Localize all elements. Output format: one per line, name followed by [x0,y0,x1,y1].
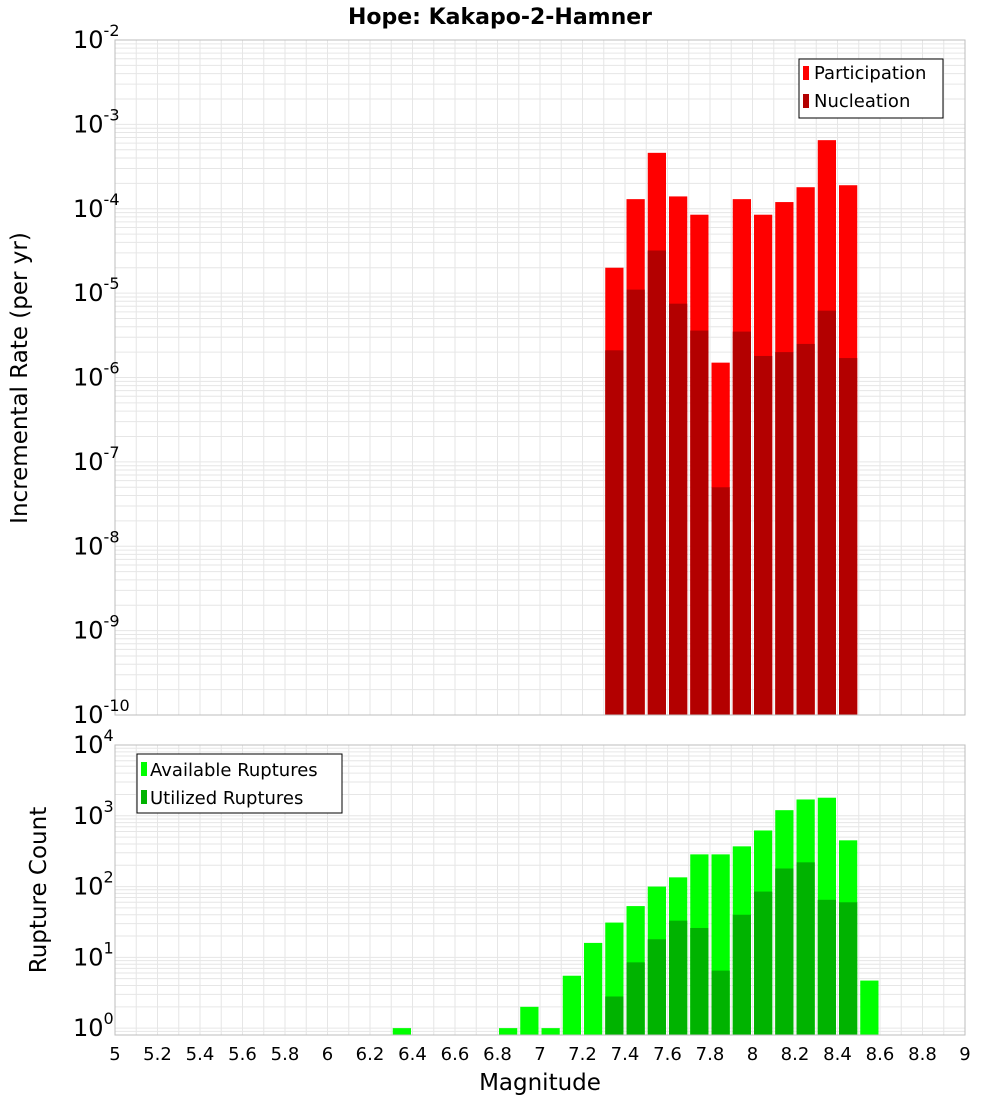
top-bars [605,140,858,716]
bottom-bar-available-ruptures [541,1028,560,1035]
top-bar-nucleation [690,330,709,715]
legend-label-participation: Participation [814,63,926,84]
top-y-tick-label: 10-4 [73,190,120,223]
x-tick-label: 7 [534,1044,545,1065]
x-tick-labels: 5 5.2 5.4 5.6 5.8 6 6.2 6.4 6.6 6.8 7 7.2 7.4 7.6 7.8 8… [109,1044,970,1065]
bottom-y-tick-label: 101 [73,938,114,971]
top-bar-nucleation [732,331,751,715]
x-tick-label: 5 [109,1044,120,1065]
x-tick-label: 9 [959,1044,970,1065]
bottom-legend: Available Ruptures Utilized Ruptures [136,753,343,814]
top-y-tick-label: 10-8 [73,527,120,560]
bottom-bar-utilized-ruptures [732,914,751,1035]
top-legend-box [798,58,944,119]
legend-label-available: Available Ruptures [150,760,318,781]
x-axis-label: Magnitude [479,1070,601,1096]
top-bar-nucleation [626,289,645,715]
chart-title: Hope: Kakapo-2-Hamner [348,5,652,30]
bottom-bar-utilized-ruptures [711,970,730,1035]
top-y-tick-label: 10-3 [73,105,120,138]
legend-swatch-utilized [141,790,147,804]
x-tick-label: 6.4 [398,1044,427,1065]
top-y-tick-label: 10-6 [73,359,120,392]
top-bar-nucleation [775,352,794,715]
bottom-bar-utilized-ruptures [605,996,624,1035]
top-y-tick-label: 10-2 [73,21,120,54]
top-y-axis-label: Incremental Rate (per yr) [7,232,33,524]
bottom-bar-available-ruptures [520,1006,539,1035]
bottom-y-tick-labels: 100 101 102 103 104 [73,726,114,1042]
x-tick-label: 6.2 [356,1044,385,1065]
bottom-bar-available-ruptures [584,942,603,1035]
bottom-bar-available-ruptures [860,980,879,1035]
top-y-tick-labels: 10-10 10-9 10-8 10-7 10-6 10-5 10-4 10-3 10-2 [73,21,130,729]
bottom-bar-available-ruptures [562,975,581,1035]
top-bar-nucleation [711,487,730,715]
top-y-tick-label: 10-9 [73,612,120,645]
x-tick-label: 7.8 [696,1044,725,1065]
x-tick-label: 6.8 [483,1044,512,1065]
bottom-y-tick-label: 104 [73,726,114,759]
bottom-y-tick-label: 102 [73,868,114,901]
legend-swatch-participation [803,66,809,80]
top-bar-nucleation [839,358,858,715]
top-bar-nucleation [669,303,688,715]
bottom-bar-utilized-ruptures [839,902,858,1035]
top-y-tick-label: 10-10 [73,696,130,729]
bottom-bars [392,797,879,1035]
top-bar-nucleation [754,355,773,715]
top-y-tick-label: 10-7 [73,443,120,476]
bottom-bar-available-ruptures [392,1028,411,1035]
legend-swatch-nucleation [803,94,809,108]
x-tick-label: 7.4 [611,1044,640,1065]
x-tick-label: 7.6 [653,1044,682,1065]
x-tick-label: 5.6 [228,1044,257,1065]
bottom-legend-box [136,753,343,814]
top-legend: Participation Nucleation [798,58,944,119]
bottom-bar-utilized-ruptures [647,939,666,1035]
bottom-y-tick-label: 100 [73,1009,114,1042]
legend-label-utilized: Utilized Ruptures [150,788,303,809]
top-bar-nucleation [647,250,666,715]
bottom-bar-utilized-ruptures [775,868,794,1035]
x-tick-label: 8.2 [781,1044,810,1065]
x-tick-label: 5.2 [143,1044,172,1065]
bottom-bar-utilized-ruptures [817,899,836,1035]
bottom-y-axis-label: Rupture Count [26,807,52,973]
bottom-bar-utilized-ruptures [669,920,688,1035]
bottom-bar-utilized-ruptures [690,927,709,1035]
top-grid [114,40,966,716]
top-bar-nucleation [796,343,815,715]
bottom-plot-area: 100 101 102 103 104 Available Ruptures Utili… [26,726,966,1042]
bottom-y-tick-label: 103 [73,797,114,830]
x-tick-label: 8.8 [908,1044,937,1065]
legend-label-nucleation: Nucleation [814,91,910,112]
top-plot-border [114,39,966,716]
top-bar-nucleation [605,350,624,715]
top-y-tick-label: 10-5 [73,274,120,307]
bottom-plot-border [114,744,966,1036]
x-tick-label: 8.4 [823,1044,852,1065]
bottom-bar-available-ruptures [499,1028,518,1035]
bottom-bar-utilized-ruptures [796,862,815,1035]
x-tick-label: 5.4 [186,1044,215,1065]
bottom-bar-utilized-ruptures [754,891,773,1035]
x-tick-label: 8.6 [866,1044,895,1065]
x-tick-label: 7.2 [568,1044,597,1065]
x-tick-label: 8 [747,1044,758,1065]
x-tick-label: 5.8 [271,1044,300,1065]
x-tick-label: 6 [322,1044,333,1065]
legend-swatch-available [141,762,147,776]
bottom-bar-utilized-ruptures [626,962,645,1035]
x-tick-label: 6.6 [441,1044,470,1065]
top-plot-area: 10-10 10-9 10-8 10-7 10-6 10-5 10-4 10-3 10-2 Pa… [7,21,966,729]
top-bar-nucleation [817,310,836,715]
